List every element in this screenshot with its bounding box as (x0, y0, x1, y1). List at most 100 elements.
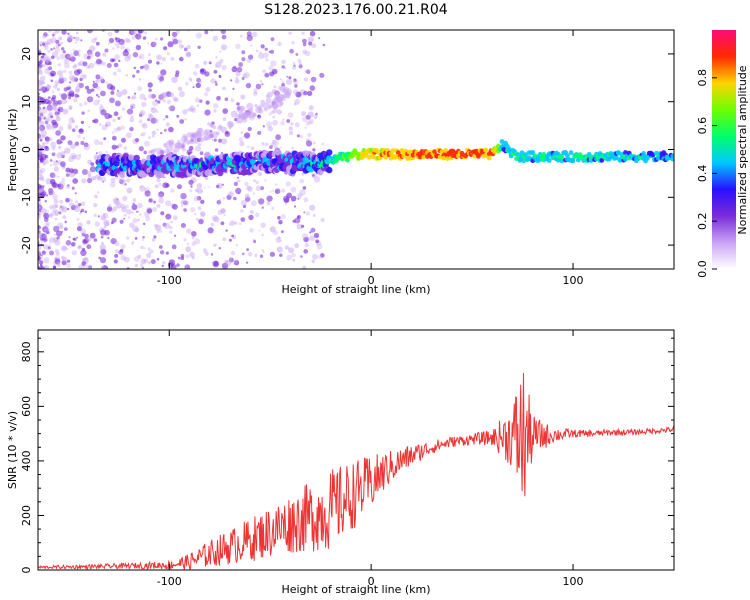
spectrogram-noise-mark (287, 112, 294, 118)
spectrogram-noise-mark (58, 36, 63, 41)
spectrogram-noise-mark (75, 36, 80, 42)
spectrogram-noise-mark (267, 126, 273, 132)
spectrogram-noise-mark (289, 49, 294, 54)
spectrogram-noise-mark (80, 249, 87, 256)
spectrogram-noise-mark (76, 226, 82, 232)
spectrogram-noise-mark (251, 31, 258, 38)
spectrogram-noise-mark (203, 248, 206, 251)
spectrogram-noise-mark (240, 34, 243, 38)
spectrogram-noise-mark (172, 96, 178, 102)
spectrogram-noise-mark (51, 125, 57, 130)
colorbar-tick-label: 0.4 (696, 165, 709, 183)
spectrogram-noise-mark (62, 108, 69, 115)
spectrogram-noise-mark (79, 128, 83, 133)
spectrogram-noise-mark (56, 81, 61, 85)
spectrogram-noise-mark (244, 181, 249, 187)
spectrogram-noise-mark (70, 117, 74, 120)
spectrogram-noise-mark (306, 68, 311, 73)
spectrogram-noise-mark (54, 47, 60, 53)
spectrogram-noise-mark (46, 123, 52, 129)
spectrogram-noise-mark (117, 68, 122, 73)
spectrogram-noise-mark (78, 245, 81, 249)
spectrogram-noise-mark (264, 142, 269, 147)
spectrogram-noise-mark (95, 79, 100, 84)
spectrogram-noise-mark (121, 182, 125, 186)
spectrogram-noise-mark (46, 228, 50, 232)
spectrogram-noise-mark (100, 176, 107, 183)
spectrogram-noise-mark (128, 30, 135, 36)
spectrogram-noise-mark (195, 188, 199, 193)
spectrogram-noise-mark (75, 88, 80, 94)
colorbar-ticks: 0.0 0.2 0.4 0.6 0.8 (696, 69, 717, 278)
spectrogram-noise-mark (301, 111, 307, 117)
spectrogram-noise-mark (127, 216, 131, 219)
spectrogram-noise-mark (48, 61, 52, 66)
spectrogram-noise-mark (65, 247, 69, 251)
spectrogram-noise-mark (255, 185, 262, 192)
spectrogram-noise-mark (117, 126, 121, 130)
spectrogram-noise-mark (38, 165, 41, 170)
spectrogram-streak-mark (209, 123, 215, 128)
spectrogram-noise-mark (252, 91, 258, 97)
spectrogram-noise-mark (302, 49, 308, 55)
spectrogram-noise-mark (111, 131, 115, 135)
spectrogram-noise-mark (53, 198, 59, 204)
spectrogram-ridge-mark (345, 157, 350, 163)
colorbar-label: Normalized spectral amplitude (736, 65, 749, 234)
spectrogram-noise-mark (83, 101, 88, 106)
spectrogram-noise-mark (261, 206, 264, 209)
spectrogram-noise-mark (93, 118, 99, 124)
spectrogram-noise-mark (197, 206, 202, 211)
spectrogram-noise-mark (299, 189, 306, 196)
spectrogram-noise-mark (159, 250, 165, 255)
spectrogram-noise-mark (185, 51, 191, 57)
spectrogram-noise-mark (165, 213, 172, 220)
spectrogram-noise-mark (274, 188, 281, 194)
spectrogram-noise-mark (153, 235, 157, 239)
spectrogram-noise-mark (266, 201, 271, 206)
spectrogram-noise-mark (238, 179, 241, 182)
spectrogram-noise-mark (48, 30, 52, 33)
spectrogram-noise-mark (174, 73, 179, 78)
spectrogram-streak-mark (262, 102, 270, 110)
spectrogram-noise-mark (146, 252, 152, 259)
spectrogram-noise-mark (56, 230, 63, 237)
spectrogram-noise-mark (204, 92, 208, 97)
spectrogram-noise-mark (319, 72, 325, 78)
colorbar-tick-label: 0.8 (696, 69, 709, 87)
spectrogram-noise-mark (126, 208, 132, 215)
spectrogram-streak-mark (272, 103, 279, 110)
spectrogram-noise-mark (45, 140, 49, 144)
spectrogram-noise-mark (79, 212, 82, 216)
spectrogram-noise-mark (156, 110, 159, 113)
spectrogram-noise-mark (67, 184, 70, 187)
spectrogram-noise-mark (292, 65, 297, 70)
spectrogram-noise-mark (115, 37, 121, 43)
spectrogram-noise-mark (42, 178, 45, 182)
spectrogram-noise-mark (260, 44, 265, 49)
spectrogram-noise-mark (265, 121, 273, 128)
spectrogram-noise-mark (222, 108, 228, 114)
spectrogram-streak-mark (268, 104, 273, 108)
spectrogram-ridge-mark (546, 158, 552, 164)
spectrogram-noise-mark (174, 97, 179, 103)
spectrogram-noise-mark (116, 89, 119, 92)
spectrogram-noise-mark (38, 63, 43, 68)
spectrogram-noise-mark (55, 39, 60, 45)
spectrogram-noise-mark (301, 172, 305, 176)
spectrogram-noise-mark (62, 245, 68, 251)
spectrogram-ytick-label: -20 (20, 236, 33, 254)
spectrogram-noise-mark (184, 264, 191, 269)
spectrogram-noise-mark (183, 208, 187, 212)
spectrogram-noise-mark (140, 133, 144, 137)
spectrogram-noise-mark (142, 124, 145, 127)
spectrogram-streak-mark (236, 120, 240, 124)
spectrogram-noise-mark (306, 69, 311, 74)
spectrogram-noise-mark (211, 261, 214, 264)
spectrogram-noise-mark (255, 83, 262, 90)
spectrogram-noise-mark (160, 92, 167, 99)
spectrogram-noise-mark (40, 107, 48, 115)
spectrogram-noise-mark (96, 41, 100, 46)
spectrogram-noise-mark (53, 84, 58, 89)
spectrogram-noise-mark (195, 82, 201, 89)
